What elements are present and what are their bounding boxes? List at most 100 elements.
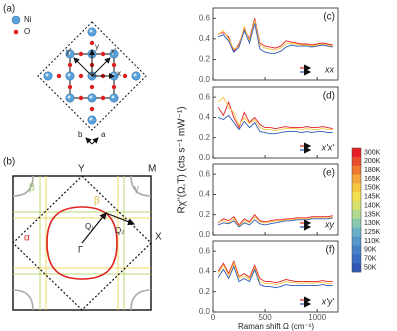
panel-label: (d) [323,91,335,102]
o-atom [67,62,73,68]
colorbar-swatch [352,218,361,229]
colorbar-label: 110K [364,238,380,245]
y-tick-label: 0.4 [199,267,211,276]
spectrum [217,96,333,132]
colorbar-label: 300K [364,149,381,156]
arrow-yp [73,57,93,77]
spectrum [217,100,333,130]
charts: 0.00.20.40.6 (c)xx0.00.20.40.6 (d)x'x'0.00… [199,7,339,322]
colorbar-swatch [352,201,361,211]
colorbar-swatch [352,210,361,220]
y-tick-label: 0.6 [199,246,211,255]
label-b: b [78,130,83,139]
label-q2: Q₂ [115,226,124,235]
spectrum [218,217,333,228]
dotted-cell [37,21,147,131]
panel-b: (b) Y M X Γ α β β γ Q₁ Q₂ [3,157,162,311]
y-tick-label: 0.0 [199,307,211,316]
ni-atom-core [89,29,93,33]
colorbar-label: 130K [364,220,381,227]
polarization-label: x'x' [321,142,335,152]
panel-label: (f) [326,245,335,256]
o-atom [56,73,62,79]
label-Y: Y [78,164,85,175]
colorbar-frame [351,147,362,273]
o-atom [78,51,84,57]
panel-label: (e) [323,168,335,179]
legend-o: O [24,27,30,36]
colorbar-label: 90K [364,247,377,254]
ni-atom-core [67,95,71,99]
x-tick-label: 1000 [308,313,326,322]
lattice [43,27,141,125]
colorbar-label: 150K [364,185,381,192]
y-tick-label: 0.2 [199,133,211,142]
y-tick-label: 0.4 [199,113,211,122]
colorbar-swatch [352,263,361,273]
arrow-a [91,137,99,145]
label-beta: β [29,183,35,194]
label-beta: β [94,196,100,207]
x-tick-label: 500 [258,313,272,322]
arrow-xp [91,57,111,77]
beta-sheets [13,176,151,310]
ni-atom-core [111,95,115,99]
ni-atom-core [89,95,93,99]
spectrum [218,114,333,135]
o-atom [89,106,95,112]
polarization-label: xx [324,64,335,74]
panel-a: (a) Ni O y x x' y' b a [3,4,147,145]
alpha-pocket [46,206,118,280]
colorbar-swatch [352,236,361,246]
colorbar-swatch [352,183,361,193]
y-tick-label: 0.0 [199,230,211,239]
o-atom [111,84,117,90]
label-gamma-point: Γ [78,244,83,254]
y-tick-label: 0.2 [199,55,211,64]
panel-label: (a) [3,4,15,15]
colorbar-swatch [352,245,361,255]
colorbar-swatch [352,254,361,264]
label-a: a [101,130,106,139]
o-atom [78,95,84,101]
polarization-label: x'y' [321,296,335,306]
spectrum [218,18,333,53]
spectrum [218,216,333,227]
ni-atom-core [67,73,71,77]
o-atom [78,73,84,79]
y-axis-label: Rχ''(Ω,T) (cts s⁻¹ mW⁻¹) [177,106,188,213]
gamma-pockets [12,175,152,311]
y-tick-label: 0.2 [199,287,211,296]
plot-frame [212,86,339,159]
ni-legend-icon [11,15,21,25]
y-tick-label: 0.6 [199,169,211,178]
label-q1: Q₁ [85,222,94,231]
o-atom [100,51,106,57]
label-gamma: γ [134,184,139,195]
o-atom [122,73,128,79]
colorbar-swatch [352,156,361,167]
label-xp: x' [111,47,117,56]
label-x: x [117,69,121,78]
colorbar-label: 135K [364,211,381,218]
label-y: y [95,42,99,51]
ni-atom-core [111,51,115,55]
label-alpha: α [24,233,30,244]
q2-arrow [105,212,136,226]
y-tick-label: 0.6 [199,92,211,101]
o-legend-icon [13,29,19,35]
colorbar-label: 140K [364,202,381,209]
colorbar-label: 165K [364,176,381,183]
label-X: X [155,232,162,243]
spectrum [217,20,333,51]
panel-label: (b) [3,157,15,168]
o-atom [100,95,106,101]
colorbar-label: 180K [364,167,381,174]
ni-atom-core [67,51,71,55]
colorbar-label: 145K [364,194,381,201]
spectrum [218,23,333,54]
beta-sheets-2 [13,176,151,310]
x-tick-label: 0 [211,313,216,322]
